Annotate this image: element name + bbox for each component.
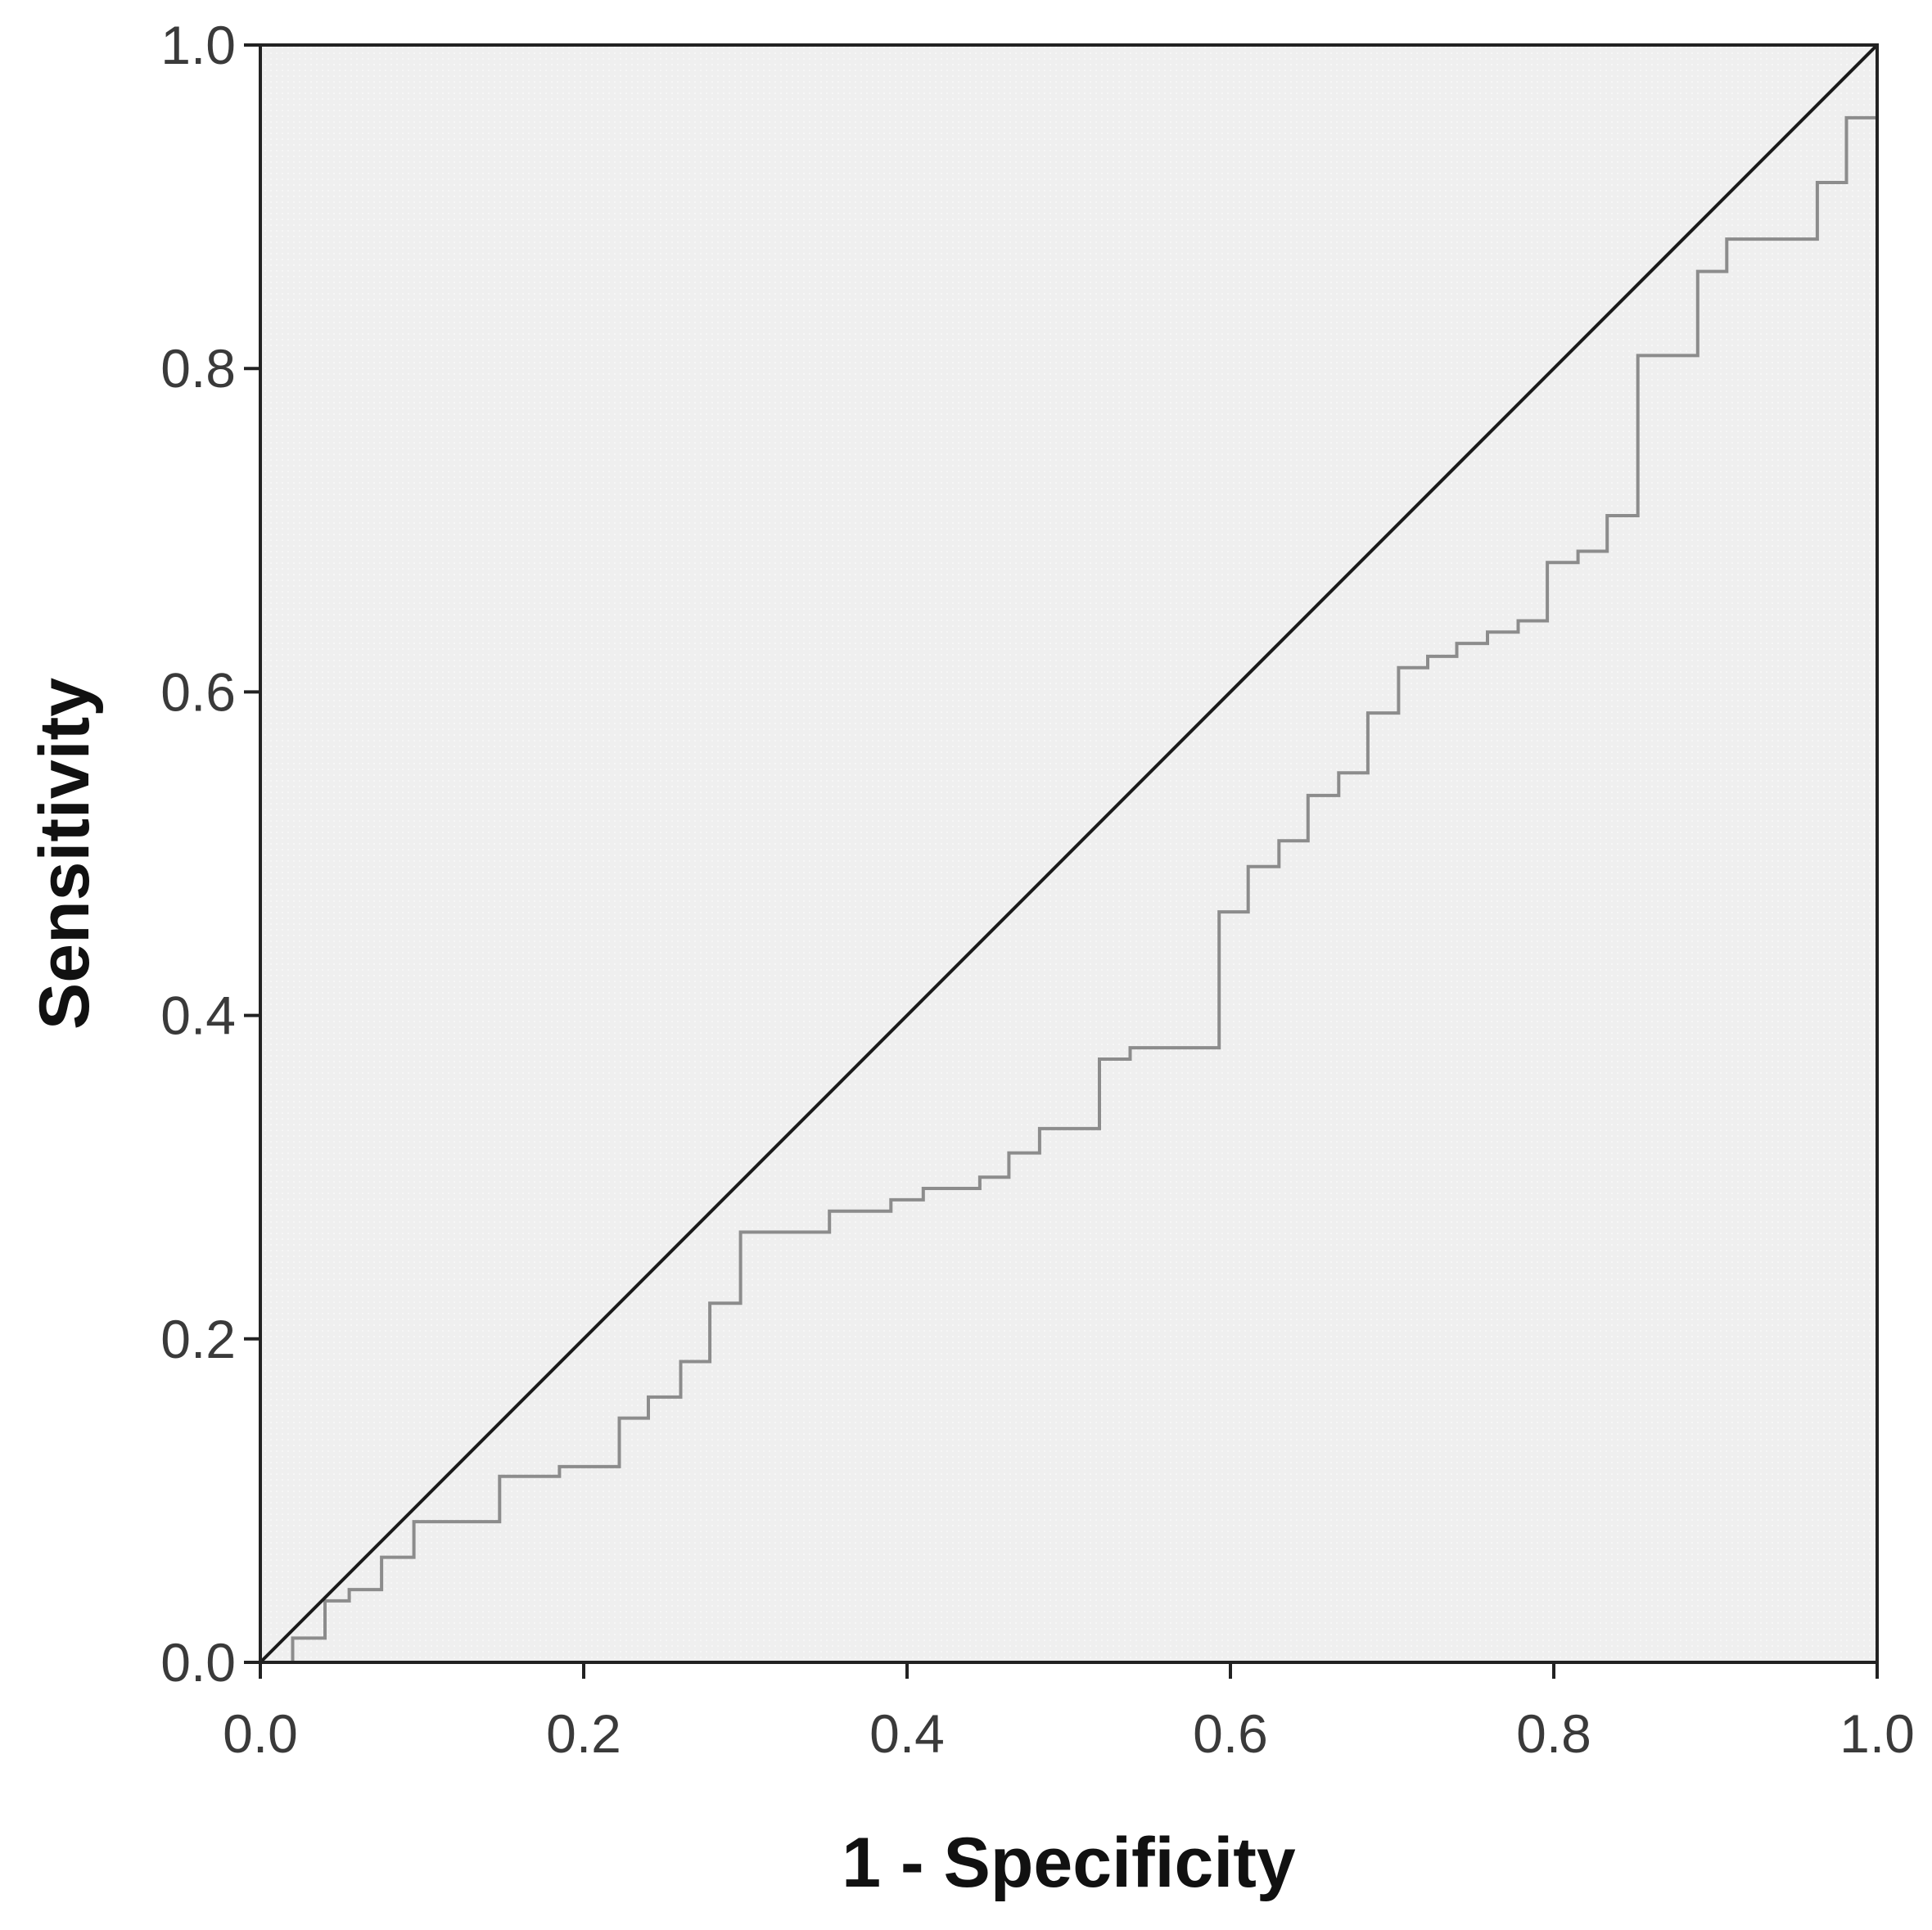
y-tick-label: 0.4 <box>160 985 236 1046</box>
x-tick-label: 0.8 <box>1516 1703 1591 1764</box>
y-tick-label: 1.0 <box>160 15 236 75</box>
reference-diagonal-line <box>259 43 1879 1664</box>
y-tick-label: 0.2 <box>160 1309 236 1369</box>
y-tick-label: 0.6 <box>160 661 236 722</box>
x-axis-title: 1 - Specificity <box>842 1824 1296 1902</box>
x-tick-label: 0.0 <box>223 1703 298 1764</box>
x-tick-label: 0.2 <box>546 1703 621 1764</box>
x-tick-label: 0.6 <box>1193 1703 1268 1764</box>
x-tick-label: 0.4 <box>869 1703 945 1764</box>
plot-frame <box>259 43 1879 1664</box>
y-tick-label: 0.8 <box>160 338 236 399</box>
y-axis-title: Sensitivity <box>25 678 104 1030</box>
roc-curve-line <box>260 115 1877 1664</box>
x-tick-label: 1.0 <box>1839 1703 1915 1764</box>
y-tick-label: 0.0 <box>160 1632 236 1693</box>
